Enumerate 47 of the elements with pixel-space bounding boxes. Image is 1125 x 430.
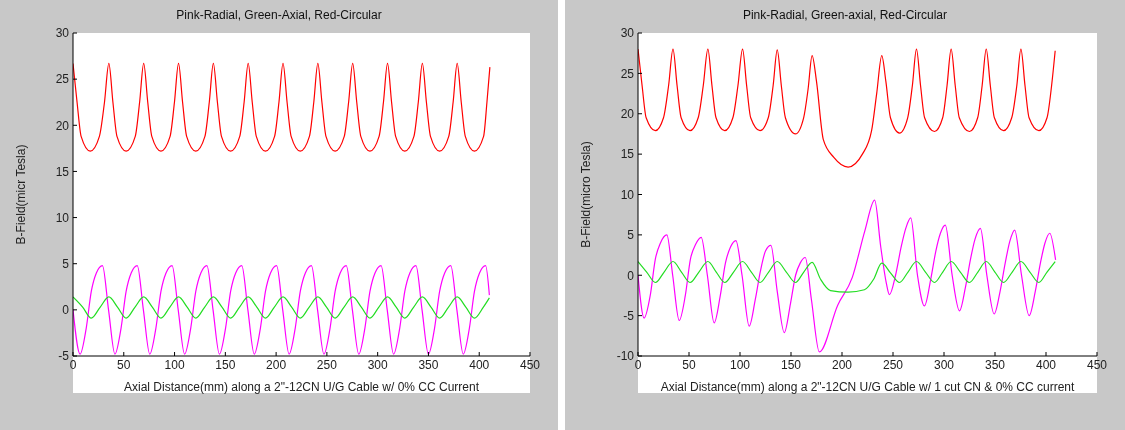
x-tick-label: 250 [882,357,904,372]
y-tick-label: 30 [620,26,635,41]
y-tick-label: 15 [620,147,635,162]
y-tick-label: 25 [620,66,635,81]
line-series [638,260,1056,293]
line-series [638,199,1057,353]
y-tick-label: 5 [62,256,70,271]
x-tick-label: 250 [316,357,338,372]
x-tick-label: 450 [1086,357,1108,372]
line-series [73,62,491,152]
x-tick-label: 200 [831,357,853,372]
y-tick-label: 25 [55,72,70,87]
x-tick-label: 400 [1035,357,1057,372]
x-axis-title: Axial Distance(mm) along a 2"-12CN U/G Cable w/ 1 cut CN & 0% CC current [660,380,1076,394]
y-tick-label: -5 [58,349,70,364]
chart-title: Pink-Radial, Green-axial, Red-Circular [741,8,949,22]
y-tick-label: -10 [616,349,635,364]
y-tick-label: -5 [623,308,635,323]
y-tick-label: 20 [620,107,635,122]
y-tick-label: 10 [55,210,70,225]
x-axis-title: Axial Distance(mm) along a 2"-12CN U/G Cable w/ 0% CC Current [123,380,480,394]
x-tick-label: 50 [117,357,131,372]
y-tick-label: 0 [627,268,635,283]
x-tick-label: 100 [164,357,185,372]
y-tick-label: 30 [55,26,70,41]
y-tick-label: 5 [627,228,635,243]
x-tick-label: 50 [682,357,696,372]
x-tick-label: 150 [780,357,802,372]
x-tick-label: 450 [519,357,541,372]
x-tick-label: 300 [367,357,388,372]
y-tick-label: 10 [620,187,635,202]
x-tick-label: 350 [418,357,439,372]
x-tick-label: 300 [933,357,955,372]
line-series [638,48,1056,168]
y-axis-title: B-Field(micro Tesla) [579,141,594,248]
line-series [73,296,490,319]
y-tick-label: 0 [62,303,70,318]
x-tick-label: 200 [266,357,287,372]
y-axis-title: B-Field(micr Tesla) [14,144,29,245]
x-tick-label: 400 [469,357,490,372]
x-tick-label: 150 [215,357,236,372]
line-series [73,264,490,355]
x-tick-label: 100 [729,357,751,372]
chart-title: Pink-Radial, Green-Axial, Red-Circular [175,8,383,22]
y-tick-label: 20 [55,118,70,133]
x-tick-label: 350 [984,357,1006,372]
y-tick-label: 15 [55,164,70,179]
